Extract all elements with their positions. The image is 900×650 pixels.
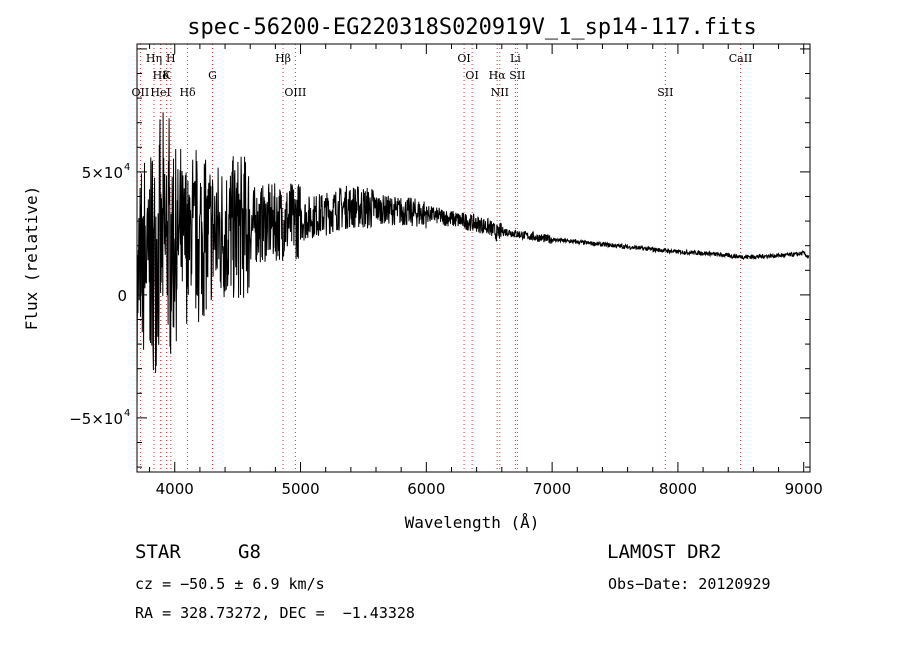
- observation-date: Obs−Date: 20120929: [608, 575, 771, 593]
- spectral-line-label: G: [208, 69, 217, 82]
- coordinates: RA = 328.73272, DEC = −1.43328: [135, 604, 415, 622]
- redshift-velocity: cz = −50.5 ± 6.9 km/s: [135, 575, 325, 593]
- object-subclass: G8: [238, 541, 261, 563]
- survey-name: LAMOST DR2: [607, 541, 722, 563]
- y-tick-exponent: 4: [124, 408, 130, 419]
- x-tick-label: 5000: [281, 480, 319, 498]
- y-axis-ticks: −5×10 405×10 4: [69, 48, 810, 468]
- spectral-line-label: Hδ: [179, 86, 196, 99]
- y-tick-label: 5×10: [82, 164, 123, 182]
- object-class: STAR: [135, 541, 181, 563]
- plot-frame: [136, 43, 811, 473]
- y-axis-label: Flux (relative): [22, 186, 41, 331]
- x-tick-label: 4000: [156, 480, 194, 498]
- y-tick-label: 0: [117, 287, 127, 305]
- spectral-line-label: OIII: [284, 86, 306, 99]
- spectral-line-label: Hα: [489, 69, 507, 82]
- x-tick-label: 6000: [407, 480, 445, 498]
- spectral-line-label: SII: [657, 86, 673, 99]
- spectral-line-label: Hη: [146, 52, 162, 65]
- spectrum-line: [136, 112, 810, 407]
- spectral-line-label: Hδ: [153, 69, 170, 82]
- x-tick-label: 7000: [533, 480, 571, 498]
- spectral-line-label: SII: [509, 69, 525, 82]
- spectral-line-label: OI: [465, 69, 478, 82]
- spectral-line-label: Hβ: [275, 52, 291, 65]
- y-tick-label: −5×10: [69, 410, 123, 428]
- chart-title: spec-56200-EG220318S020919V_1_sp14-117.f…: [187, 15, 757, 40]
- spectral-line-label: K: [162, 69, 171, 82]
- x-axis-ticks: 4000 5000 6000 7000 8000 9000: [149, 44, 823, 498]
- spectral-line-label: Li: [510, 52, 521, 65]
- y-tick-exponent: 4: [124, 162, 130, 173]
- spectral-line-label: OI: [457, 52, 470, 65]
- spectral-line-markers: [139, 44, 742, 472]
- spectral-line-label: HeI: [150, 86, 170, 99]
- x-axis-label: Wavelength (Å): [405, 513, 540, 532]
- x-tick-label: 9000: [785, 480, 823, 498]
- spectral-line-label: CaII: [729, 52, 753, 65]
- spectral-line-label: OII: [132, 86, 150, 99]
- spectral-line-label: H: [166, 52, 176, 65]
- spectral-line-label: NII: [491, 86, 509, 99]
- x-tick-label: 8000: [659, 480, 697, 498]
